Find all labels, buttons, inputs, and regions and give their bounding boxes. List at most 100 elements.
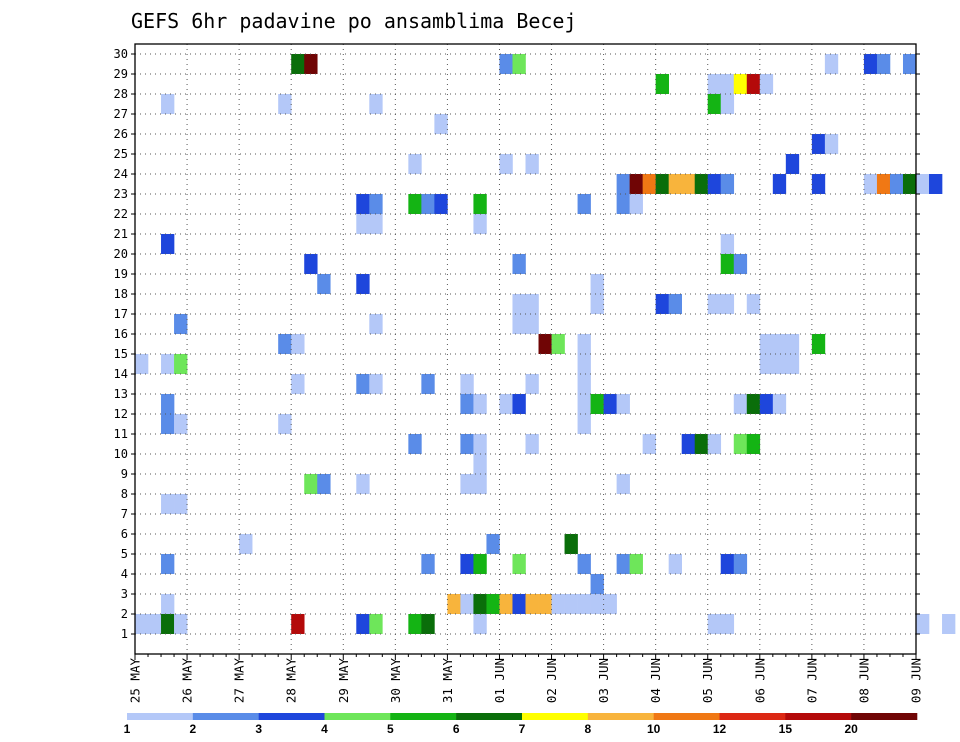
heatmap-cell: [447, 594, 461, 614]
y-tick-label: 5: [121, 547, 128, 561]
heatmap-cell: [356, 474, 370, 494]
heatmap-cell: [785, 354, 800, 374]
y-tick-label: 3: [121, 587, 128, 601]
heatmap-cell: [369, 94, 383, 114]
x-tick-label: 28 MAY: [284, 658, 299, 704]
y-tick-label: 15: [114, 347, 128, 361]
x-tick-label: 07 JUN: [804, 658, 819, 703]
y-axis: 1234567891011121314151617181920212223242…: [114, 47, 920, 641]
heatmap-cell: [460, 394, 474, 414]
colorbar-swatch: [719, 713, 786, 720]
heatmap-cell: [733, 254, 748, 274]
heatmap-cell: [629, 174, 643, 194]
heatmap-cell: [499, 154, 513, 174]
heatmap-cell: [616, 554, 630, 574]
heatmap-cell: [564, 594, 578, 614]
colorbar-label: 1: [124, 722, 131, 736]
heatmap-cell: [616, 194, 630, 214]
x-tick-label: 08 JUN: [856, 658, 871, 703]
y-tick-label: 30: [114, 47, 128, 61]
heatmap-cell: [889, 174, 904, 194]
x-tick-label: 25 MAY: [128, 658, 143, 704]
heatmap-cell: [512, 254, 526, 274]
chart-title: GEFS 6hr padavine po ansamblima Becej: [131, 9, 577, 33]
heatmap-cell: [603, 394, 617, 414]
heatmap-cell: [590, 294, 604, 314]
heatmap-cell: [460, 474, 474, 494]
heatmap-cell: [525, 294, 539, 314]
heatmap-cell: [525, 314, 539, 334]
heatmap-cell: [590, 594, 604, 614]
heatmap-cell: [746, 394, 761, 414]
heatmap-cell: [707, 434, 722, 454]
heatmap-cell: [473, 554, 487, 574]
heatmap-cell: [356, 274, 370, 294]
colorbar-swatch: [456, 713, 523, 720]
colorbar-swatch: [390, 713, 457, 720]
heatmap-cell: [733, 554, 748, 574]
y-tick-label: 27: [114, 107, 128, 121]
y-tick-label: 14: [114, 367, 128, 381]
y-tick-label: 25: [114, 147, 128, 161]
y-tick-label: 19: [114, 267, 128, 281]
heatmap-cell: [811, 174, 826, 194]
y-tick-label: 12: [114, 407, 128, 421]
grid-lines: [135, 44, 916, 654]
heatmap-cell: [616, 474, 630, 494]
colorbar-label: 15: [779, 722, 793, 736]
heatmap-cell: [356, 614, 370, 634]
heatmap-cell: [616, 174, 630, 194]
heatmap-cell: [720, 554, 735, 574]
colorbar-swatch: [785, 713, 852, 720]
heatmap-cell: [473, 394, 487, 414]
heatmap-cell: [577, 594, 591, 614]
heatmap-cell: [759, 74, 774, 94]
heatmap-cell: [317, 474, 331, 494]
colorbar-label: 5: [387, 722, 394, 736]
heatmap-cell: [590, 574, 604, 594]
heatmap-cell: [304, 254, 318, 274]
heatmap-cell: [746, 294, 761, 314]
y-tick-label: 26: [114, 127, 128, 141]
x-tick-label: 06 JUN: [752, 658, 767, 703]
heatmap-cell: [577, 374, 591, 394]
heatmap-cell: [356, 374, 370, 394]
heatmap-cell: [512, 554, 526, 574]
heatmap-cell: [473, 194, 487, 214]
colorbar-swatch: [851, 713, 918, 720]
heatmap-cell: [681, 174, 696, 194]
heatmap-cell: [746, 74, 761, 94]
heatmap-cell: [161, 414, 175, 434]
heatmap-cell: [460, 594, 474, 614]
heatmap-cell: [148, 614, 162, 634]
heatmap-cell: [161, 594, 175, 614]
heatmap-cell: [304, 474, 318, 494]
x-tick-label: 04 JUN: [648, 658, 663, 703]
heatmap-cell: [772, 174, 787, 194]
heatmap-cell: [291, 334, 305, 354]
heatmap-cell: [929, 174, 943, 194]
heatmap-cell: [733, 394, 748, 414]
colorbar-swatch: [653, 713, 720, 720]
heatmap-cell: [733, 74, 748, 94]
heatmap-cell: [876, 174, 891, 194]
colorbar-swatch: [192, 713, 259, 720]
heatmap-cell: [655, 174, 669, 194]
heatmap-cell: [161, 354, 175, 374]
heatmap-cell: [811, 334, 826, 354]
heatmap-cell: [369, 374, 383, 394]
y-tick-label: 29: [114, 67, 128, 81]
heatmap-cell: [512, 294, 526, 314]
heatmap-cell: [460, 434, 474, 454]
heatmap-cell: [720, 234, 735, 254]
heatmap-cell: [629, 194, 643, 214]
y-tick-label: 1: [121, 627, 128, 641]
heatmap-cell: [902, 54, 917, 74]
heatmap-cell: [499, 54, 513, 74]
heatmap-cell: [408, 614, 422, 634]
y-tick-label: 20: [114, 247, 128, 261]
heatmap-cell: [525, 154, 539, 174]
heatmap-cell: [759, 394, 774, 414]
heatmap-cell: [538, 594, 552, 614]
heatmap-cell: [707, 74, 722, 94]
